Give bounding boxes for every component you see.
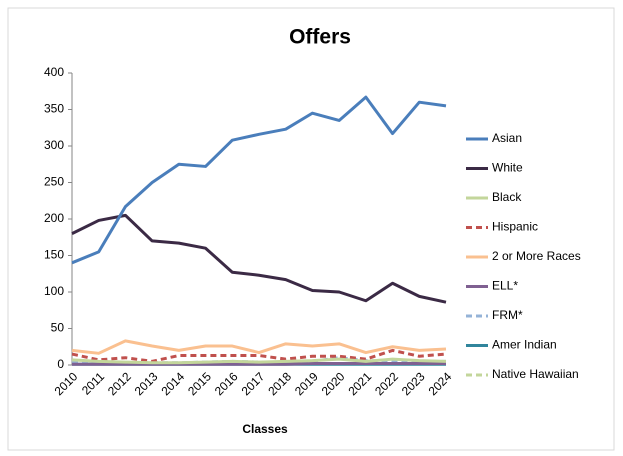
legend-label: Hispanic: [492, 220, 538, 234]
y-tick-label: 400: [44, 65, 64, 79]
y-tick-label: 100: [44, 284, 64, 298]
legend-label: Amer Indian: [492, 338, 557, 352]
legend-label: White: [492, 161, 523, 175]
chart-title: Offers: [289, 26, 351, 49]
y-tick-label: 150: [44, 248, 64, 262]
legend-label: 2 or More Races: [492, 249, 581, 263]
y-tick-label: 200: [44, 211, 64, 225]
legend-label: FRM*: [492, 308, 523, 322]
y-tick-label: 250: [44, 175, 64, 189]
line-series: [71, 357, 447, 365]
y-tick-label: 50: [51, 321, 65, 335]
legend-label: Native Hawaiian: [492, 367, 579, 381]
line-series: [71, 339, 447, 355]
x-axis-title: Classes: [242, 422, 288, 436]
line-series: [72, 362, 446, 366]
chart-frame: [7, 7, 615, 451]
line-series: [71, 348, 447, 363]
legend-label: ELL*: [492, 279, 518, 293]
y-tick-label: 0: [57, 357, 64, 371]
line-series: [71, 95, 447, 265]
line-series: [71, 213, 447, 304]
y-tick-label: 300: [44, 138, 64, 152]
legend-label: Black: [492, 190, 522, 204]
legend-label: Asian: [492, 131, 522, 145]
y-tick-label: 350: [44, 102, 64, 116]
